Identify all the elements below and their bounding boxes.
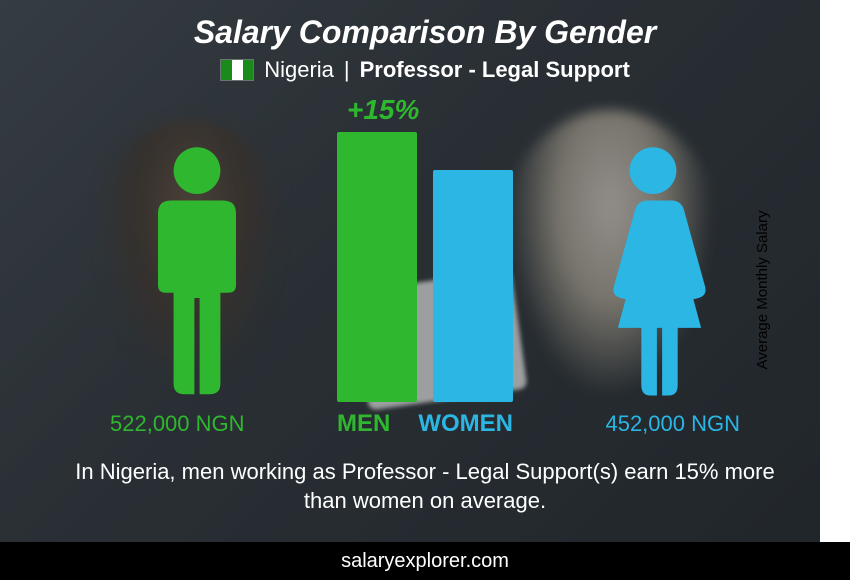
job-title-text: Professor - Legal Support <box>360 57 630 83</box>
page-title: Salary Comparison By Gender <box>0 14 850 51</box>
difference-label: +15% <box>347 94 419 126</box>
chart-area: +15% 522,000 NGN MEN WOMEN 452,000 NGN <box>0 100 850 460</box>
bar-men <box>337 132 417 402</box>
men-salary-value: 522,000 NGN <box>110 411 245 437</box>
description-text: In Nigeria, men working as Professor - L… <box>60 457 790 516</box>
content-layer: Salary Comparison By Gender Nigeria | Pr… <box>0 0 850 580</box>
separator: | <box>344 57 350 83</box>
labels-row: 522,000 NGN MEN WOMEN 452,000 NGN <box>0 410 850 438</box>
women-salary-value: 452,000 NGN <box>605 411 740 437</box>
male-person-icon <box>132 142 262 402</box>
bar-group <box>337 132 513 402</box>
women-label: WOMEN <box>418 410 513 438</box>
female-person-icon <box>588 142 718 402</box>
men-label: MEN <box>337 410 390 438</box>
footer-bar: salaryexplorer.com <box>0 542 850 580</box>
bar-women <box>433 170 513 402</box>
nigeria-flag-icon <box>220 59 254 81</box>
country-text: Nigeria <box>264 57 334 83</box>
subtitle-row: Nigeria | Professor - Legal Support <box>0 57 850 83</box>
